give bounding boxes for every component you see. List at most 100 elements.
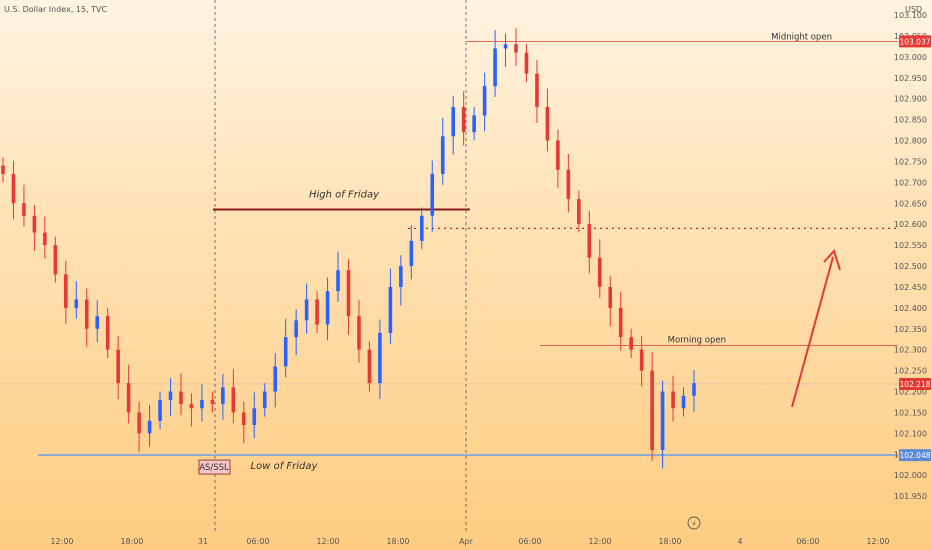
price-badge	[899, 377, 931, 390]
candle-body	[315, 299, 319, 325]
candle-body	[43, 232, 47, 246]
y-tick-label: 102.700	[894, 178, 927, 187]
lightning-icon	[687, 516, 701, 530]
as-ssl-box	[198, 459, 231, 475]
annotations: High of Friday Low of Friday Midnight open…	[198, 32, 841, 530]
x-axis: 12:00 18:00 31 06:00 12:00 18:00 Apr 06:00 12:00…	[50, 537, 889, 546]
candle-body	[95, 316, 100, 329]
candle-body	[660, 391, 665, 451]
x-tick-label: 06:00	[518, 537, 541, 546]
y-tick-label: 103.000	[894, 53, 927, 62]
candle-body	[179, 391, 183, 405]
candle-body	[524, 52, 529, 74]
midnight-open-label: Midnight open	[771, 32, 832, 42]
candle-body	[336, 270, 340, 292]
candle-body	[200, 399, 204, 409]
candle-body	[608, 286, 613, 308]
y-tick-label: 101.950	[894, 492, 927, 501]
candle-body	[503, 44, 508, 49]
candle-body	[587, 224, 592, 258]
y-tick-label: 102.400	[894, 304, 927, 313]
y-tick-label: 102.850	[894, 116, 927, 125]
candle-body	[535, 73, 539, 108]
price-badge-label: 102.048	[899, 451, 930, 460]
candle-body	[210, 399, 215, 405]
y-tick-label: 102.750	[894, 157, 927, 166]
candle-body	[252, 408, 257, 425]
candle-body	[514, 44, 518, 53]
candle-body	[451, 107, 455, 137]
candle-body	[64, 274, 68, 308]
currency-label: USD	[905, 5, 922, 14]
candle-body	[105, 316, 110, 350]
candle-body	[242, 412, 246, 425]
y-tick-label: 102.000	[894, 471, 927, 480]
candle-body	[273, 366, 278, 392]
x-tick-label: 12:00	[866, 537, 889, 546]
candle-body	[11, 173, 16, 204]
price-badge-label: 103.037	[899, 37, 930, 46]
x-tick-label: 18:00	[120, 537, 143, 546]
y-tick-label: 102.100	[894, 429, 927, 438]
candle-body	[681, 395, 686, 409]
candle-body	[221, 387, 225, 405]
candle-body	[262, 391, 267, 409]
candle-body	[472, 115, 476, 133]
candle-body	[639, 349, 644, 371]
price-badge	[899, 35, 931, 48]
candle-body	[116, 349, 120, 384]
x-tick-label: 12:00	[316, 537, 339, 546]
candle-body	[32, 215, 37, 233]
x-tick-label: 31	[198, 537, 208, 546]
candle-body	[671, 391, 675, 409]
candle-body	[629, 337, 633, 350]
x-tick-label: 18:00	[658, 537, 681, 546]
candle-body	[440, 136, 445, 174]
x-tick-label: Apr	[459, 537, 474, 546]
y-tick-label: 102.150	[894, 408, 927, 417]
candle-body	[461, 107, 466, 133]
x-tick-label: 06:00	[246, 537, 269, 546]
candle-body	[399, 266, 403, 287]
candle-body	[493, 48, 497, 87]
candle-body	[137, 412, 141, 434]
candle-body	[1, 165, 5, 174]
y-tick-label: 102.200	[894, 388, 927, 397]
y-tick-label: 102.450	[894, 283, 927, 292]
candle-body	[283, 337, 288, 367]
candle-body	[189, 404, 194, 409]
candle-body	[430, 173, 435, 216]
candle-body	[158, 399, 162, 421]
candles	[1, 28, 696, 469]
y-tick-label: 102.900	[894, 95, 927, 104]
candle-body	[325, 291, 330, 325]
candle-body	[566, 169, 571, 200]
candle-body	[556, 140, 560, 170]
candle-body	[357, 316, 361, 350]
candle-body	[84, 299, 89, 329]
y-tick-label: 102.950	[894, 74, 927, 83]
projection-arrow-head	[823, 249, 841, 271]
y-tick-label: 103.100	[894, 11, 927, 20]
projection-arrow-line	[791, 256, 834, 408]
y-axis: 103.100103.050103.000102.950102.900102.8…	[894, 11, 931, 501]
candle-body	[650, 370, 654, 451]
price-badge-label: 102.218	[899, 380, 930, 389]
candle-body	[346, 270, 351, 317]
candle-body	[294, 320, 298, 338]
candle-body	[304, 299, 309, 321]
y-tick-label: 102.500	[894, 262, 927, 271]
candle-body	[231, 387, 236, 413]
y-tick-label: 102.550	[894, 241, 927, 250]
low-of-friday-label: Low of Friday	[251, 461, 319, 472]
candle-body	[692, 383, 696, 396]
y-tick-label: 102.650	[894, 199, 927, 208]
candle-body	[22, 203, 26, 216]
candle-body	[409, 240, 414, 266]
y-tick-label: 102.250	[894, 367, 927, 376]
morning-open-label: Morning open	[668, 335, 726, 345]
level-lines	[38, 40, 898, 456]
candle-body	[545, 107, 550, 141]
candle-body	[74, 299, 79, 308]
